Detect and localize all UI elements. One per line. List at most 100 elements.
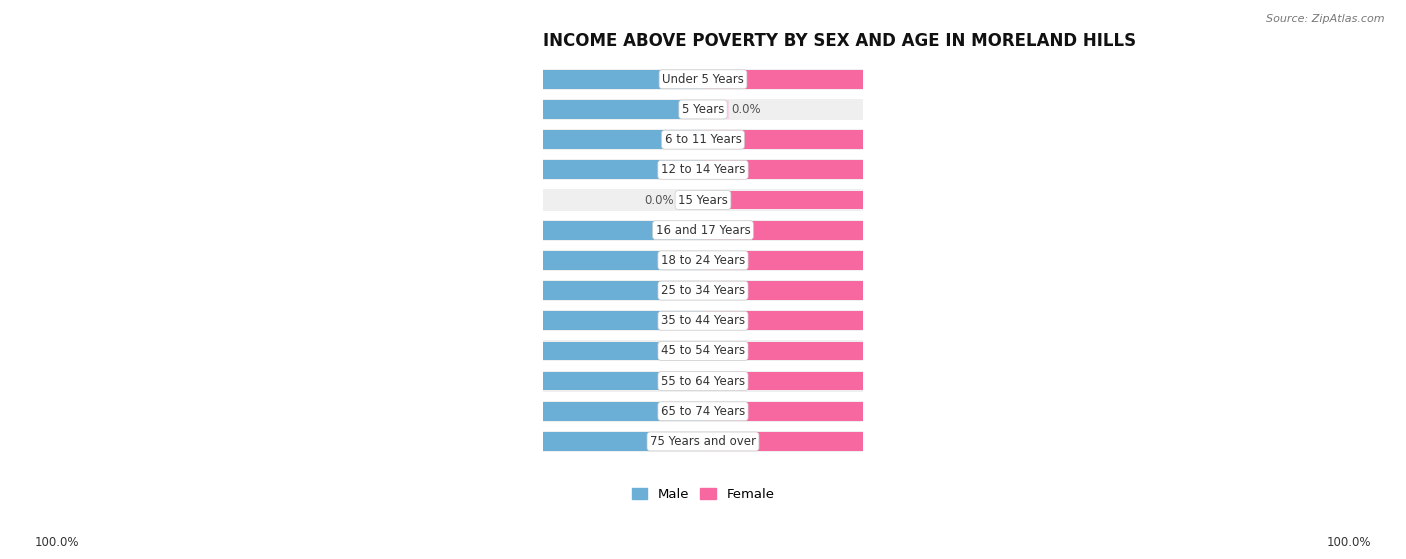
Text: 87.3%: 87.3%: [936, 375, 977, 387]
Text: 100.0%: 100.0%: [969, 314, 1018, 327]
Bar: [544, 371, 862, 392]
Bar: [404, 281, 703, 300]
Text: 81.1%: 81.1%: [449, 254, 489, 267]
Bar: [384, 70, 703, 89]
Text: 100.0%: 100.0%: [388, 344, 437, 357]
Bar: [385, 402, 703, 421]
Bar: [544, 159, 862, 181]
Bar: [404, 281, 703, 300]
Text: 100.0%: 100.0%: [969, 344, 1018, 357]
Bar: [422, 372, 703, 391]
Bar: [384, 342, 703, 361]
Bar: [385, 402, 703, 421]
Bar: [384, 432, 703, 451]
Bar: [384, 342, 703, 361]
Bar: [544, 220, 862, 241]
Text: 0.0%: 0.0%: [645, 193, 675, 206]
Text: 96.5%: 96.5%: [965, 405, 1007, 418]
Text: 35 to 44 Years: 35 to 44 Years: [661, 314, 745, 327]
Text: 12 to 14 Years: 12 to 14 Years: [661, 163, 745, 176]
Bar: [703, 311, 1022, 330]
Bar: [384, 130, 703, 149]
Text: 100.0%: 100.0%: [388, 133, 437, 146]
Bar: [703, 342, 1022, 361]
Bar: [444, 251, 703, 270]
Bar: [422, 372, 703, 391]
Text: 5 Years: 5 Years: [682, 103, 724, 116]
Bar: [703, 191, 1022, 210]
Text: 100.0%: 100.0%: [388, 314, 437, 327]
Text: 6 to 11 Years: 6 to 11 Years: [665, 133, 741, 146]
Text: 55 to 64 Years: 55 to 64 Years: [661, 375, 745, 387]
Bar: [384, 130, 703, 149]
Text: 65 to 74 Years: 65 to 74 Years: [661, 405, 745, 418]
Bar: [703, 70, 1022, 89]
Text: Source: ZipAtlas.com: Source: ZipAtlas.com: [1267, 14, 1385, 24]
Bar: [544, 69, 862, 90]
Text: 25 to 34 Years: 25 to 34 Years: [661, 284, 745, 297]
Text: 75 Years and over: 75 Years and over: [650, 435, 756, 448]
Text: 45 to 54 Years: 45 to 54 Years: [661, 344, 745, 357]
Bar: [384, 100, 703, 119]
Text: 0.0%: 0.0%: [731, 103, 761, 116]
Text: 100.0%: 100.0%: [969, 284, 1018, 297]
Bar: [703, 402, 1011, 421]
Text: 100.0%: 100.0%: [969, 163, 1018, 176]
Bar: [384, 311, 703, 330]
Text: 99.7%: 99.7%: [389, 405, 430, 418]
Bar: [703, 372, 981, 391]
Text: 100.0%: 100.0%: [35, 536, 80, 549]
Legend: Male, Female: Male, Female: [626, 483, 780, 506]
Bar: [678, 191, 703, 210]
Bar: [703, 100, 728, 119]
Bar: [384, 70, 703, 89]
Text: 93.9%: 93.9%: [408, 284, 449, 297]
Text: 100.0%: 100.0%: [388, 224, 437, 236]
Bar: [703, 342, 1022, 361]
Bar: [703, 311, 1022, 330]
Bar: [703, 221, 1022, 240]
Text: Under 5 Years: Under 5 Years: [662, 73, 744, 86]
Bar: [703, 160, 1022, 179]
Text: 100.0%: 100.0%: [969, 224, 1018, 236]
Bar: [703, 251, 1022, 270]
Text: 100.0%: 100.0%: [388, 73, 437, 86]
Bar: [544, 340, 862, 362]
Bar: [703, 70, 1022, 89]
Bar: [544, 310, 862, 331]
Bar: [384, 160, 703, 179]
Bar: [703, 432, 1022, 451]
Bar: [544, 99, 862, 120]
Bar: [544, 401, 862, 422]
Text: 100.0%: 100.0%: [388, 103, 437, 116]
Text: 100.0%: 100.0%: [1326, 536, 1371, 549]
Bar: [544, 190, 862, 211]
Text: 100.0%: 100.0%: [388, 163, 437, 176]
Text: INCOME ABOVE POVERTY BY SEX AND AGE IN MORELAND HILLS: INCOME ABOVE POVERTY BY SEX AND AGE IN M…: [544, 32, 1136, 50]
Text: 100.0%: 100.0%: [969, 133, 1018, 146]
Bar: [703, 281, 1022, 300]
Bar: [703, 130, 1022, 149]
Bar: [703, 432, 1022, 451]
Bar: [384, 160, 703, 179]
Bar: [703, 130, 1022, 149]
Bar: [444, 251, 703, 270]
Bar: [703, 402, 1011, 421]
Text: 100.0%: 100.0%: [969, 435, 1018, 448]
Bar: [703, 251, 1022, 270]
Text: 100.0%: 100.0%: [388, 435, 437, 448]
Bar: [703, 191, 1022, 210]
Bar: [703, 372, 981, 391]
Bar: [384, 100, 703, 119]
Bar: [544, 250, 862, 271]
Text: 88.0%: 88.0%: [427, 375, 468, 387]
Text: 100.0%: 100.0%: [969, 254, 1018, 267]
Bar: [384, 432, 703, 451]
Text: 100.0%: 100.0%: [969, 193, 1018, 206]
Bar: [703, 221, 1022, 240]
Bar: [384, 221, 703, 240]
Bar: [703, 160, 1022, 179]
Text: 15 Years: 15 Years: [678, 193, 728, 206]
Bar: [544, 280, 862, 301]
Text: 100.0%: 100.0%: [969, 73, 1018, 86]
